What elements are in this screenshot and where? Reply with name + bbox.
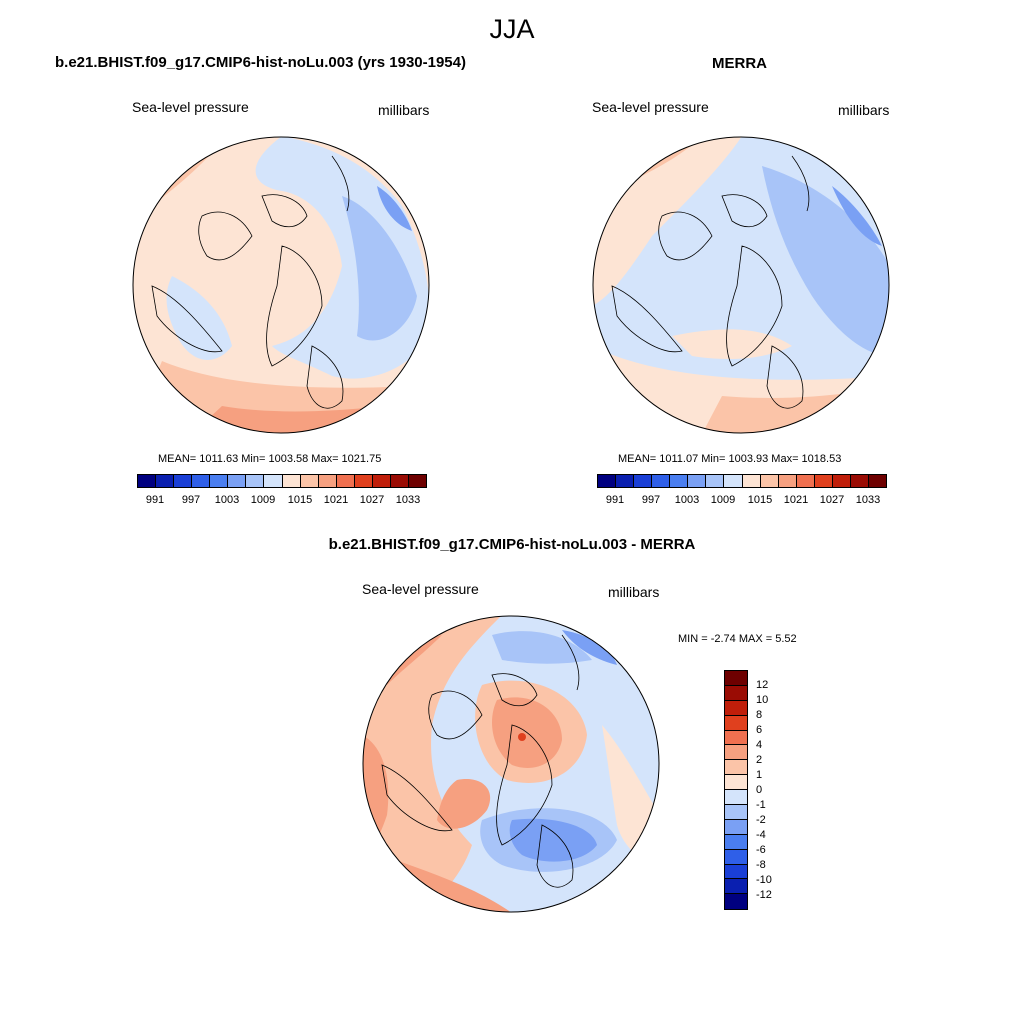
colorbar-swatch	[652, 475, 671, 487]
colorbar-swatch	[174, 475, 193, 487]
colorbar-swatch	[300, 475, 319, 487]
colorbar-swatch	[192, 475, 211, 487]
colorbar-swatch	[634, 475, 653, 487]
colorbar-swatch	[408, 475, 426, 487]
colorbar-swatch	[724, 475, 743, 487]
obs-tick: 1033	[855, 494, 881, 506]
colorbar-swatch	[138, 475, 157, 487]
diff-colorbar	[724, 670, 748, 911]
model-tick: 991	[145, 494, 165, 506]
diff-stats: MIN = -2.74 MAX = 5.52	[678, 633, 797, 645]
colorbar-swatch	[616, 475, 635, 487]
colorbar-swatch	[725, 834, 747, 850]
obs-variable-label: Sea-level pressure	[592, 99, 709, 115]
colorbar-swatch	[725, 849, 747, 865]
diff-tick: -4	[756, 829, 766, 841]
colorbar-swatch	[725, 671, 747, 686]
diff-tick: 10	[756, 694, 769, 706]
diff-panel-title: b.e21.BHIST.f09_g17.CMIP6-hist-noLu.003 …	[328, 536, 696, 553]
obs-tick: 1003	[674, 494, 700, 506]
diff-tick: -6	[756, 844, 766, 856]
obs-stats: MEAN= 1011.07 Min= 1003.93 Max= 1018.53	[618, 453, 842, 465]
colorbar-swatch	[796, 475, 815, 487]
colorbar-swatch	[390, 475, 409, 487]
obs-tick: 1009	[710, 494, 736, 506]
model-variable-label: Sea-level pressure	[132, 99, 249, 115]
colorbar-swatch	[725, 760, 747, 776]
colorbar-swatch	[725, 879, 747, 895]
colorbar-swatch	[372, 475, 391, 487]
colorbar-swatch	[725, 805, 747, 820]
colorbar-swatch	[725, 894, 747, 910]
diff-tick: -12	[756, 889, 772, 901]
colorbar-swatch	[264, 475, 283, 487]
model-stats: MEAN= 1011.63 Min= 1003.58 Max= 1021.75	[158, 453, 382, 465]
colorbar-swatch	[706, 475, 725, 487]
model-tick: 1003	[214, 494, 240, 506]
colorbar-swatch	[725, 685, 747, 701]
colorbar-swatch	[336, 475, 355, 487]
diff-tick: -1	[756, 799, 766, 811]
colorbar-swatch	[725, 700, 747, 716]
colorbar-swatch	[688, 475, 707, 487]
model-tick: 1021	[323, 494, 349, 506]
colorbar-swatch	[228, 475, 247, 487]
colorbar-swatch	[742, 475, 761, 487]
model-colorbar	[137, 474, 427, 488]
model-tick: 1015	[287, 494, 313, 506]
obs-polar-map	[592, 136, 890, 434]
colorbar-swatch	[354, 475, 373, 487]
colorbar-swatch	[725, 715, 747, 731]
colorbar-swatch	[868, 475, 886, 487]
colorbar-swatch	[725, 819, 747, 835]
diff-units-label: millibars	[608, 584, 660, 600]
obs-tick: 1015	[747, 494, 773, 506]
diff-tick: 4	[756, 739, 763, 751]
model-polar-map	[132, 136, 430, 434]
obs-colorbar	[597, 474, 887, 488]
colorbar-swatch	[814, 475, 833, 487]
diff-tick: 8	[756, 709, 763, 721]
colorbar-swatch	[725, 745, 747, 761]
colorbar-swatch	[725, 864, 747, 880]
colorbar-swatch	[282, 475, 301, 487]
colorbar-swatch	[832, 475, 851, 487]
diff-tick: -10	[756, 874, 772, 886]
obs-tick: 997	[641, 494, 661, 506]
diff-variable-label: Sea-level pressure	[362, 581, 479, 597]
diff-tick: 2	[756, 754, 763, 766]
diff-tick: 1	[756, 769, 763, 781]
colorbar-swatch	[246, 475, 265, 487]
diff-tick: -2	[756, 814, 766, 826]
diff-tick: 12	[756, 679, 769, 691]
model-panel-title: b.e21.BHIST.f09_g17.CMIP6-hist-noLu.003 …	[55, 54, 466, 71]
model-units-label: millibars	[378, 102, 430, 118]
obs-tick: 991	[605, 494, 625, 506]
colorbar-swatch	[210, 475, 229, 487]
model-tick: 1027	[359, 494, 385, 506]
obs-panel-title: MERRA	[712, 55, 767, 72]
colorbar-swatch	[598, 475, 617, 487]
diff-tick: -8	[756, 859, 766, 871]
diff-tick: 6	[756, 724, 763, 736]
colorbar-swatch	[670, 475, 689, 487]
colorbar-swatch	[156, 475, 175, 487]
obs-units-label: millibars	[838, 102, 890, 118]
obs-tick: 1027	[819, 494, 845, 506]
diff-tick: 0	[756, 784, 763, 796]
colorbar-swatch	[850, 475, 869, 487]
colorbar-swatch	[725, 775, 747, 791]
colorbar-swatch	[318, 475, 337, 487]
model-tick: 1033	[395, 494, 421, 506]
figure-title: JJA	[489, 14, 535, 44]
model-tick: 1009	[250, 494, 276, 506]
model-tick: 997	[181, 494, 201, 506]
colorbar-swatch	[760, 475, 779, 487]
diff-polar-map	[362, 615, 660, 913]
colorbar-swatch	[725, 790, 747, 806]
colorbar-swatch	[725, 730, 747, 746]
colorbar-swatch	[778, 475, 797, 487]
obs-tick: 1021	[783, 494, 809, 506]
